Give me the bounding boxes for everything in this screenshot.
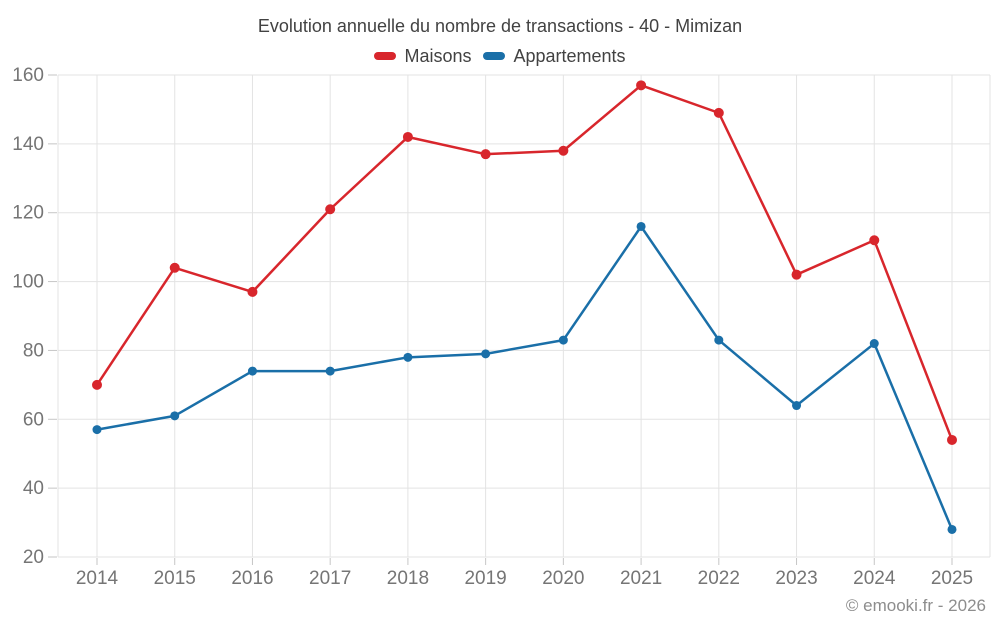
appartements-point — [403, 352, 413, 362]
maisons-point — [169, 262, 180, 273]
appartements-point — [170, 411, 180, 421]
y-tick-label: 160 — [12, 65, 44, 86]
x-tick-label: 2015 — [154, 568, 196, 589]
y-tick-label: 60 — [23, 409, 44, 430]
maisons-point — [946, 434, 957, 445]
appartements-point — [558, 335, 568, 345]
legend-item-maisons[interactable]: Maisons — [374, 46, 471, 67]
y-tick-label: 140 — [12, 134, 44, 155]
x-tick-label: 2019 — [464, 568, 506, 589]
maisons-point — [92, 379, 102, 390]
maisons-point — [791, 269, 802, 280]
appartements-point — [869, 339, 879, 349]
appartements-point — [714, 335, 724, 345]
x-tick-label: 2020 — [542, 568, 584, 589]
x-tick-label: 2024 — [853, 568, 896, 589]
appartements-point — [247, 366, 257, 376]
legend: Maisons Appartements — [0, 45, 1000, 67]
maisons-point — [869, 235, 880, 246]
x-tick-label: 2025 — [931, 568, 973, 589]
chart-title: Evolution annuelle du nombre de transact… — [257, 16, 743, 36]
x-tick-label: 2018 — [387, 568, 429, 589]
appartements-line — [95, 225, 954, 531]
appartements-point — [636, 221, 646, 231]
x-tick-label: 2023 — [775, 568, 817, 589]
appartements-point — [947, 524, 957, 534]
appartements-point — [325, 366, 335, 376]
x-tick-label: 2022 — [698, 568, 740, 589]
maisons-point — [325, 204, 336, 215]
maisons-point — [480, 149, 491, 160]
x-tick-label: 2014 — [76, 568, 119, 589]
maisons-point — [247, 286, 258, 297]
maisons-swatch-icon — [374, 52, 397, 60]
appartements-point — [792, 401, 802, 411]
copyright: © emooki.fr - 2026 — [845, 596, 986, 615]
x-tick-label: 2017 — [309, 568, 351, 589]
y-tick-label: 40 — [23, 478, 44, 499]
appartements-swatch-icon — [483, 52, 506, 60]
appartements-point — [481, 349, 491, 359]
maisons-point — [713, 107, 724, 118]
maisons-point — [558, 145, 569, 156]
y-tick-label: 20 — [23, 547, 44, 568]
y-tick-label: 120 — [12, 203, 44, 224]
legend-item-appartements[interactable]: Appartements — [483, 45, 626, 67]
y-tick-label: 80 — [23, 340, 44, 361]
maisons-point — [636, 80, 647, 91]
x-tick-label: 2016 — [231, 568, 273, 589]
x-tick-label: 2021 — [620, 568, 662, 589]
legend-label-maisons: Maisons — [404, 45, 472, 66]
legend-label-appartements: Appartements — [513, 45, 626, 66]
appartements-point — [92, 425, 102, 435]
y-tick-label: 100 — [12, 272, 44, 293]
maisons-line — [95, 84, 954, 442]
maisons-point — [402, 131, 413, 142]
